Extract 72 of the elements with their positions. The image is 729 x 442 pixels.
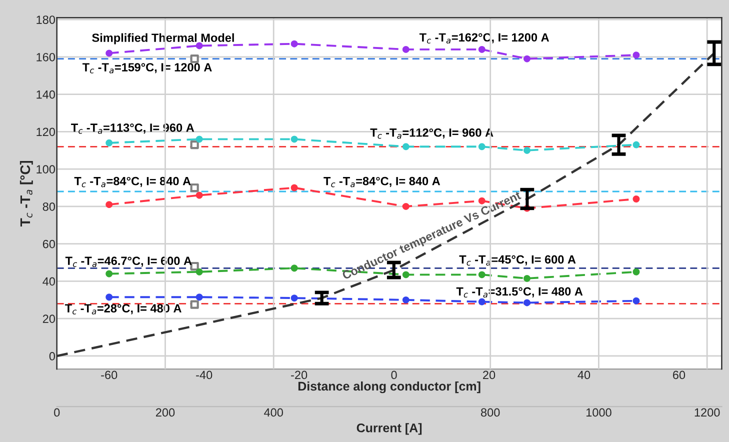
x-tick-label: -40 xyxy=(196,370,212,380)
point xyxy=(402,296,410,304)
point xyxy=(478,46,486,53)
annotation: T$_{c}$ -T$_{a}$=162°C, I= 1200 A xyxy=(419,33,550,44)
annotation: T$_{c}$ -T$_{a}$=46.7°C, I= 600 A xyxy=(65,256,192,267)
point xyxy=(106,270,113,278)
point xyxy=(196,268,203,276)
y-tick-label: 60 xyxy=(42,240,56,248)
point xyxy=(524,274,530,282)
x-tick-label: -60 xyxy=(101,370,118,380)
y-tick-label: 100 xyxy=(36,165,56,174)
point xyxy=(196,294,203,301)
point xyxy=(290,40,298,48)
y-tick-label: 180 xyxy=(36,16,56,24)
x2-tick-label: 200 xyxy=(156,408,175,417)
y-tick-label: 140 xyxy=(36,90,56,99)
point xyxy=(290,294,298,302)
annotation: T$_{c}$ -T$_{a}$=28°C, I= 480 A xyxy=(64,304,182,314)
y-tick-label: 0 xyxy=(49,352,56,360)
point xyxy=(196,136,203,143)
point xyxy=(478,143,486,150)
point xyxy=(190,262,199,271)
point xyxy=(478,298,486,306)
point xyxy=(524,146,530,154)
point xyxy=(524,299,530,306)
annotation: T$_{c}$ -T$_{a}$=84°C, I= 840 A xyxy=(74,176,191,188)
y-tick-label: 20 xyxy=(42,314,56,323)
point xyxy=(190,54,199,64)
point xyxy=(632,52,640,59)
point xyxy=(196,42,203,50)
annotation: T$_{c}$ -T$_{a}$=31.5°C, I= 480 A xyxy=(456,287,583,298)
x2-tick-label: 1000 xyxy=(586,408,612,417)
point xyxy=(402,271,410,278)
annotation: T$_{c}$ -T$_{a}$=84°C, I= 840 A xyxy=(324,176,440,188)
point xyxy=(290,136,298,143)
point xyxy=(632,268,640,276)
point xyxy=(106,201,113,208)
point xyxy=(402,46,410,53)
point xyxy=(106,139,113,146)
point xyxy=(190,140,199,150)
annotation: Simplified Thermal Model xyxy=(92,33,234,44)
point xyxy=(478,271,486,278)
annotation: T$_{c}$ -T$_{a}$=159°C, I= 1200 A xyxy=(82,63,212,74)
x-axis-title: Distance along conductor [cm] xyxy=(298,381,480,394)
x-tick-label: 40 xyxy=(578,370,590,380)
point xyxy=(402,202,410,210)
x-tick-label: 0 xyxy=(391,370,397,380)
x2-tick-label: 400 xyxy=(264,408,283,417)
point xyxy=(524,55,530,62)
y-tick-label: 40 xyxy=(42,277,56,286)
annotation: T$_{c}$ -T$_{a}$=113°C, I= 960 A xyxy=(71,124,194,134)
point xyxy=(632,196,640,202)
y-tick-label: 120 xyxy=(36,128,56,136)
x-tick-label: 20 xyxy=(483,370,496,380)
point xyxy=(632,141,640,148)
y-axis-title: T$_{c}$ -T$_{a}$ [°C] xyxy=(20,160,33,226)
x2-axis-title: Current [A] xyxy=(356,423,422,435)
y-tick-label: 80 xyxy=(42,202,56,211)
x2-tick-label: 800 xyxy=(481,408,500,417)
point xyxy=(196,192,203,199)
point xyxy=(106,50,113,57)
x2-tick-label: 1200 xyxy=(694,408,720,417)
x-tick-label: -20 xyxy=(291,370,308,380)
point xyxy=(190,183,199,192)
point xyxy=(290,184,298,192)
point xyxy=(290,264,298,272)
point xyxy=(106,294,113,301)
point xyxy=(190,300,199,309)
point xyxy=(402,143,410,150)
x-tick-label: 60 xyxy=(673,370,686,380)
point xyxy=(632,297,640,304)
y-tick-label: 160 xyxy=(36,52,56,62)
